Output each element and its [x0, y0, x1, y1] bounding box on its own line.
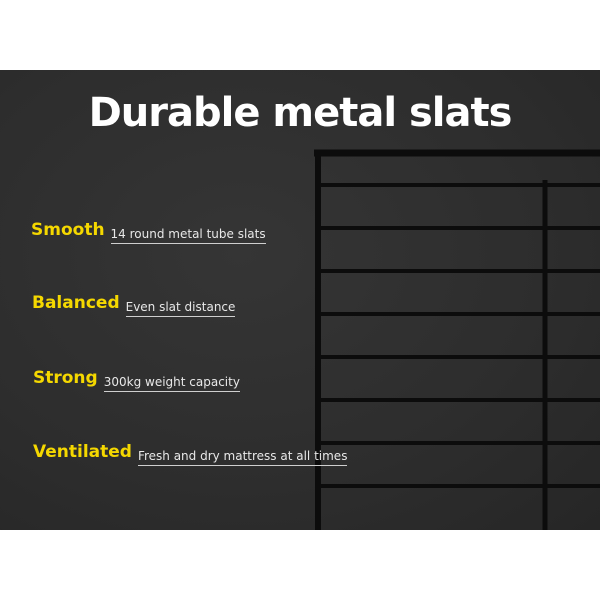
bed-frame-image: [314, 149, 600, 530]
product-banner: Durable metal slats Smooth 14 round meta…: [0, 70, 600, 530]
feature-label: Balanced: [32, 293, 120, 313]
feature-desc: 14 round metal tube slats: [110, 227, 266, 244]
feature-label: Ventilated: [33, 442, 132, 462]
feature-desc: Even slat distance: [125, 300, 236, 317]
feature-ventilated: Ventilated Fresh and dry mattress at all…: [33, 442, 348, 466]
feature-label: Strong: [33, 368, 98, 388]
page-title: Durable metal slats: [88, 90, 513, 136]
feature-label: Smooth: [31, 220, 105, 240]
feature-desc: 300kg weight capacity: [103, 375, 240, 392]
feature-balanced: Balanced Even slat distance: [32, 293, 236, 317]
feature-smooth: Smooth 14 round metal tube slats: [31, 220, 266, 244]
feature-strong: Strong 300kg weight capacity: [33, 368, 240, 392]
feature-desc: Fresh and dry mattress at all times: [137, 449, 348, 466]
